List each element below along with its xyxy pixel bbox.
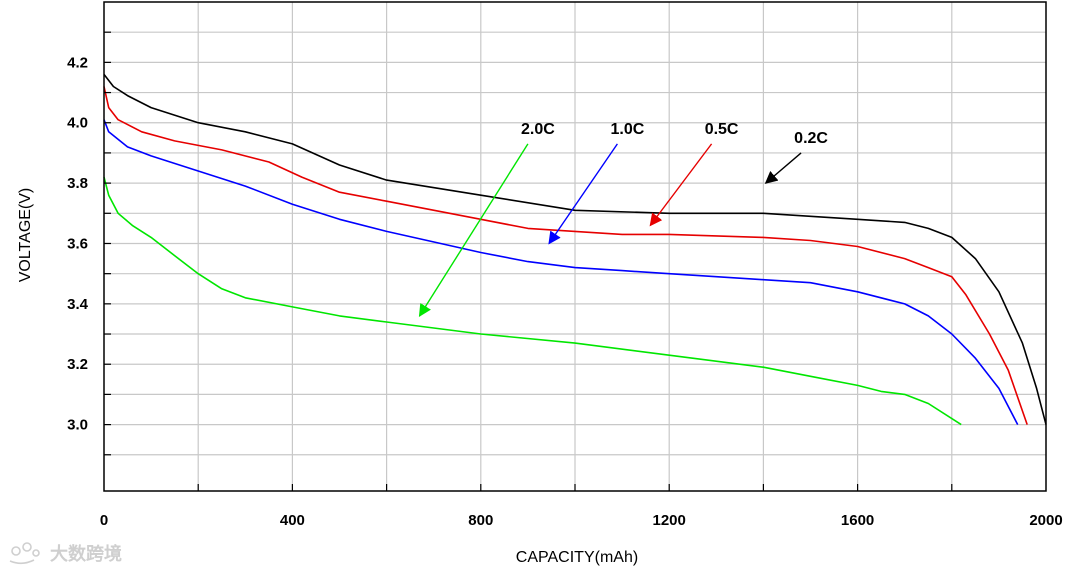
annotation-label-0.5C: 0.5C xyxy=(705,121,739,138)
tick-marks xyxy=(104,31,953,491)
watermark-text: 大数跨境 xyxy=(50,543,122,564)
y-tick-label: 3.6 xyxy=(67,235,88,252)
annotation-label-2.0C: 2.0C xyxy=(521,121,555,138)
series-line-0.2C xyxy=(103,73,1047,425)
x-tick-label: 0 xyxy=(100,512,108,529)
series-line-2.0C xyxy=(103,176,962,426)
watermark-logo-icon xyxy=(9,542,40,565)
series-line-1.0C xyxy=(103,119,1019,425)
annotation-arrow-2.0C xyxy=(418,143,529,317)
annotation-label-1.0C: 1.0C xyxy=(610,121,644,138)
annotations: 2.0C 1.0C 0.5C 0.2C xyxy=(418,121,828,317)
y-tick-label: 4.2 xyxy=(67,54,88,71)
watermark: 大数跨境 xyxy=(9,542,122,565)
y-tick-label: 3.8 xyxy=(67,175,88,192)
y-tick-label: 3.2 xyxy=(67,356,88,373)
y-tick-label: 3.4 xyxy=(67,296,89,313)
annotation-arrow-0.2C xyxy=(764,152,802,184)
x-tick-label: 1200 xyxy=(653,512,686,529)
tick-labels: 0 400 800 1200 1600 2000 3.0 3.2 3.4 3.6 3.8 4.0 4.2 xyxy=(67,54,1063,529)
annotation-label-0.2C: 0.2C xyxy=(794,130,828,147)
x-tick-label: 400 xyxy=(280,512,305,529)
series-line-0.5C xyxy=(103,86,1028,425)
x-tick-label: 2000 xyxy=(1029,512,1062,529)
x-axis-label: CAPACITY(mAh) xyxy=(516,549,638,566)
annotation-arrow-0.5C xyxy=(649,143,713,227)
y-tick-label: 4.0 xyxy=(67,115,88,132)
series-lines xyxy=(103,73,1047,426)
x-tick-label: 800 xyxy=(468,512,493,529)
y-tick-label: 3.0 xyxy=(67,417,88,434)
annotation-arrow-1.0C xyxy=(548,143,618,245)
y-axis-label: VOLTAGE(V) xyxy=(17,188,34,283)
grid xyxy=(104,2,1046,491)
x-tick-label: 1600 xyxy=(841,512,874,529)
